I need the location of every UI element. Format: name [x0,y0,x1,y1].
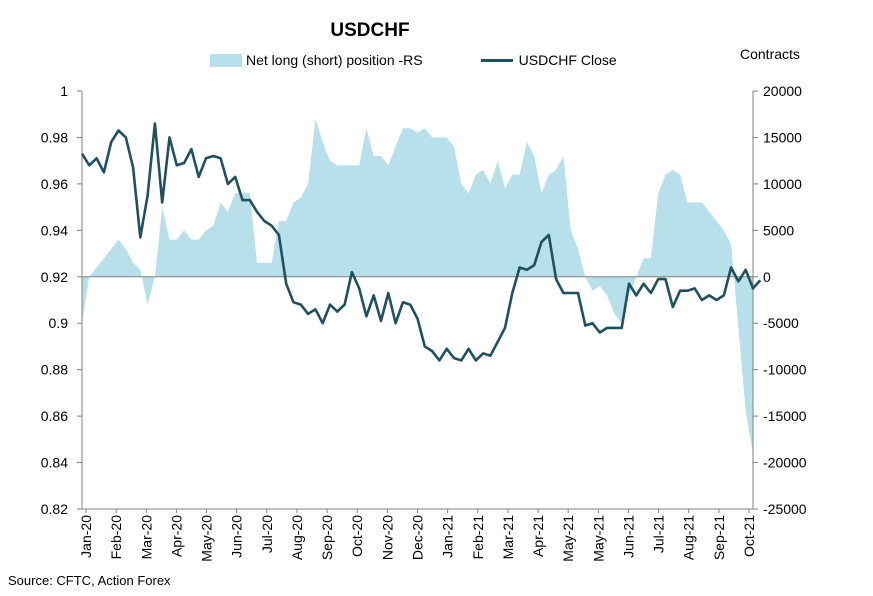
source-note: Source: CFTC, Action Forex [8,573,171,588]
x-tick-label: Aug-21 [681,515,697,560]
x-tick-label: Aug-20 [289,515,305,560]
right-axis-label: Contracts [740,46,800,62]
x-tick-label: May-21 [590,515,606,562]
legend-area-swatch [210,53,242,67]
right-tick-label: -10000 [763,362,807,378]
x-tick-label: Jun-20 [229,515,245,558]
right-tick-label: 0 [763,269,771,285]
left-tick-label: 0.86 [41,408,68,424]
legend-area-label: Net long (short) position -RS [246,52,423,68]
x-tick-label: Jan-20 [78,515,94,558]
area-layer [82,118,753,454]
right-tick-label: -20000 [763,455,807,471]
x-tick-label: Oct-21 [741,515,757,557]
right-tick-label: 15000 [763,129,802,145]
legend-line-swatch [480,58,513,62]
x-tick-label: Apr-21 [530,515,546,557]
left-tick-label: 1 [60,83,68,99]
x-tick-label: Mar-21 [500,515,516,560]
label-layer: 1 0.98 0.96 0.94 0.92 0.9 0.88 0.86 0.84 0.82 2000… [41,83,807,562]
x-tick-label: Oct-20 [349,515,365,557]
right-tick-label: -25000 [763,501,807,517]
x-tick-label: Sep-20 [319,515,335,560]
x-tick-label: Jul-20 [259,515,275,553]
left-tick-label: 0.82 [41,501,68,517]
right-tick-label: 20000 [763,83,802,99]
x-tick-label: Feb-21 [470,515,486,560]
axis-layer [77,90,758,513]
x-tick-label: Apr-20 [168,515,184,557]
left-tick-label: 0.98 [41,129,68,145]
net-position-area [82,118,753,454]
chart-title: USDCHF [330,20,410,41]
right-tick-label: -15000 [763,408,807,424]
right-tick-label: -5000 [763,315,799,331]
left-tick-label: 0.84 [41,455,68,471]
x-tick-label: May-21 [560,515,576,562]
x-tick-label: Jun-21 [620,515,636,558]
left-tick-label: 0.96 [41,176,68,192]
usdchf-close-line [80,122,762,362]
x-tick-label: Jan-21 [440,515,456,558]
left-tick-label: 0.88 [41,362,68,378]
x-tick-label: Dec-20 [410,515,426,560]
x-tick-label: Feb-20 [108,515,124,560]
left-tick-label: 0.92 [41,269,68,285]
right-tick-label: 5000 [763,222,794,238]
x-tick-label: Jul-21 [651,515,667,553]
x-tick-label: Sep-21 [711,515,727,560]
x-tick-label: Nov-20 [379,515,395,560]
chart-legend: Net long (short) position -RS USDCHF Clo… [210,52,617,68]
line-layer [80,122,762,362]
x-tick-label: Mar-20 [138,515,154,560]
right-tick-label: 10000 [763,176,802,192]
legend-line-label: USDCHF Close [518,52,617,68]
x-tick-label: May-20 [199,515,215,562]
left-tick-label: 0.94 [41,222,68,238]
left-tick-label: 0.9 [49,315,69,331]
